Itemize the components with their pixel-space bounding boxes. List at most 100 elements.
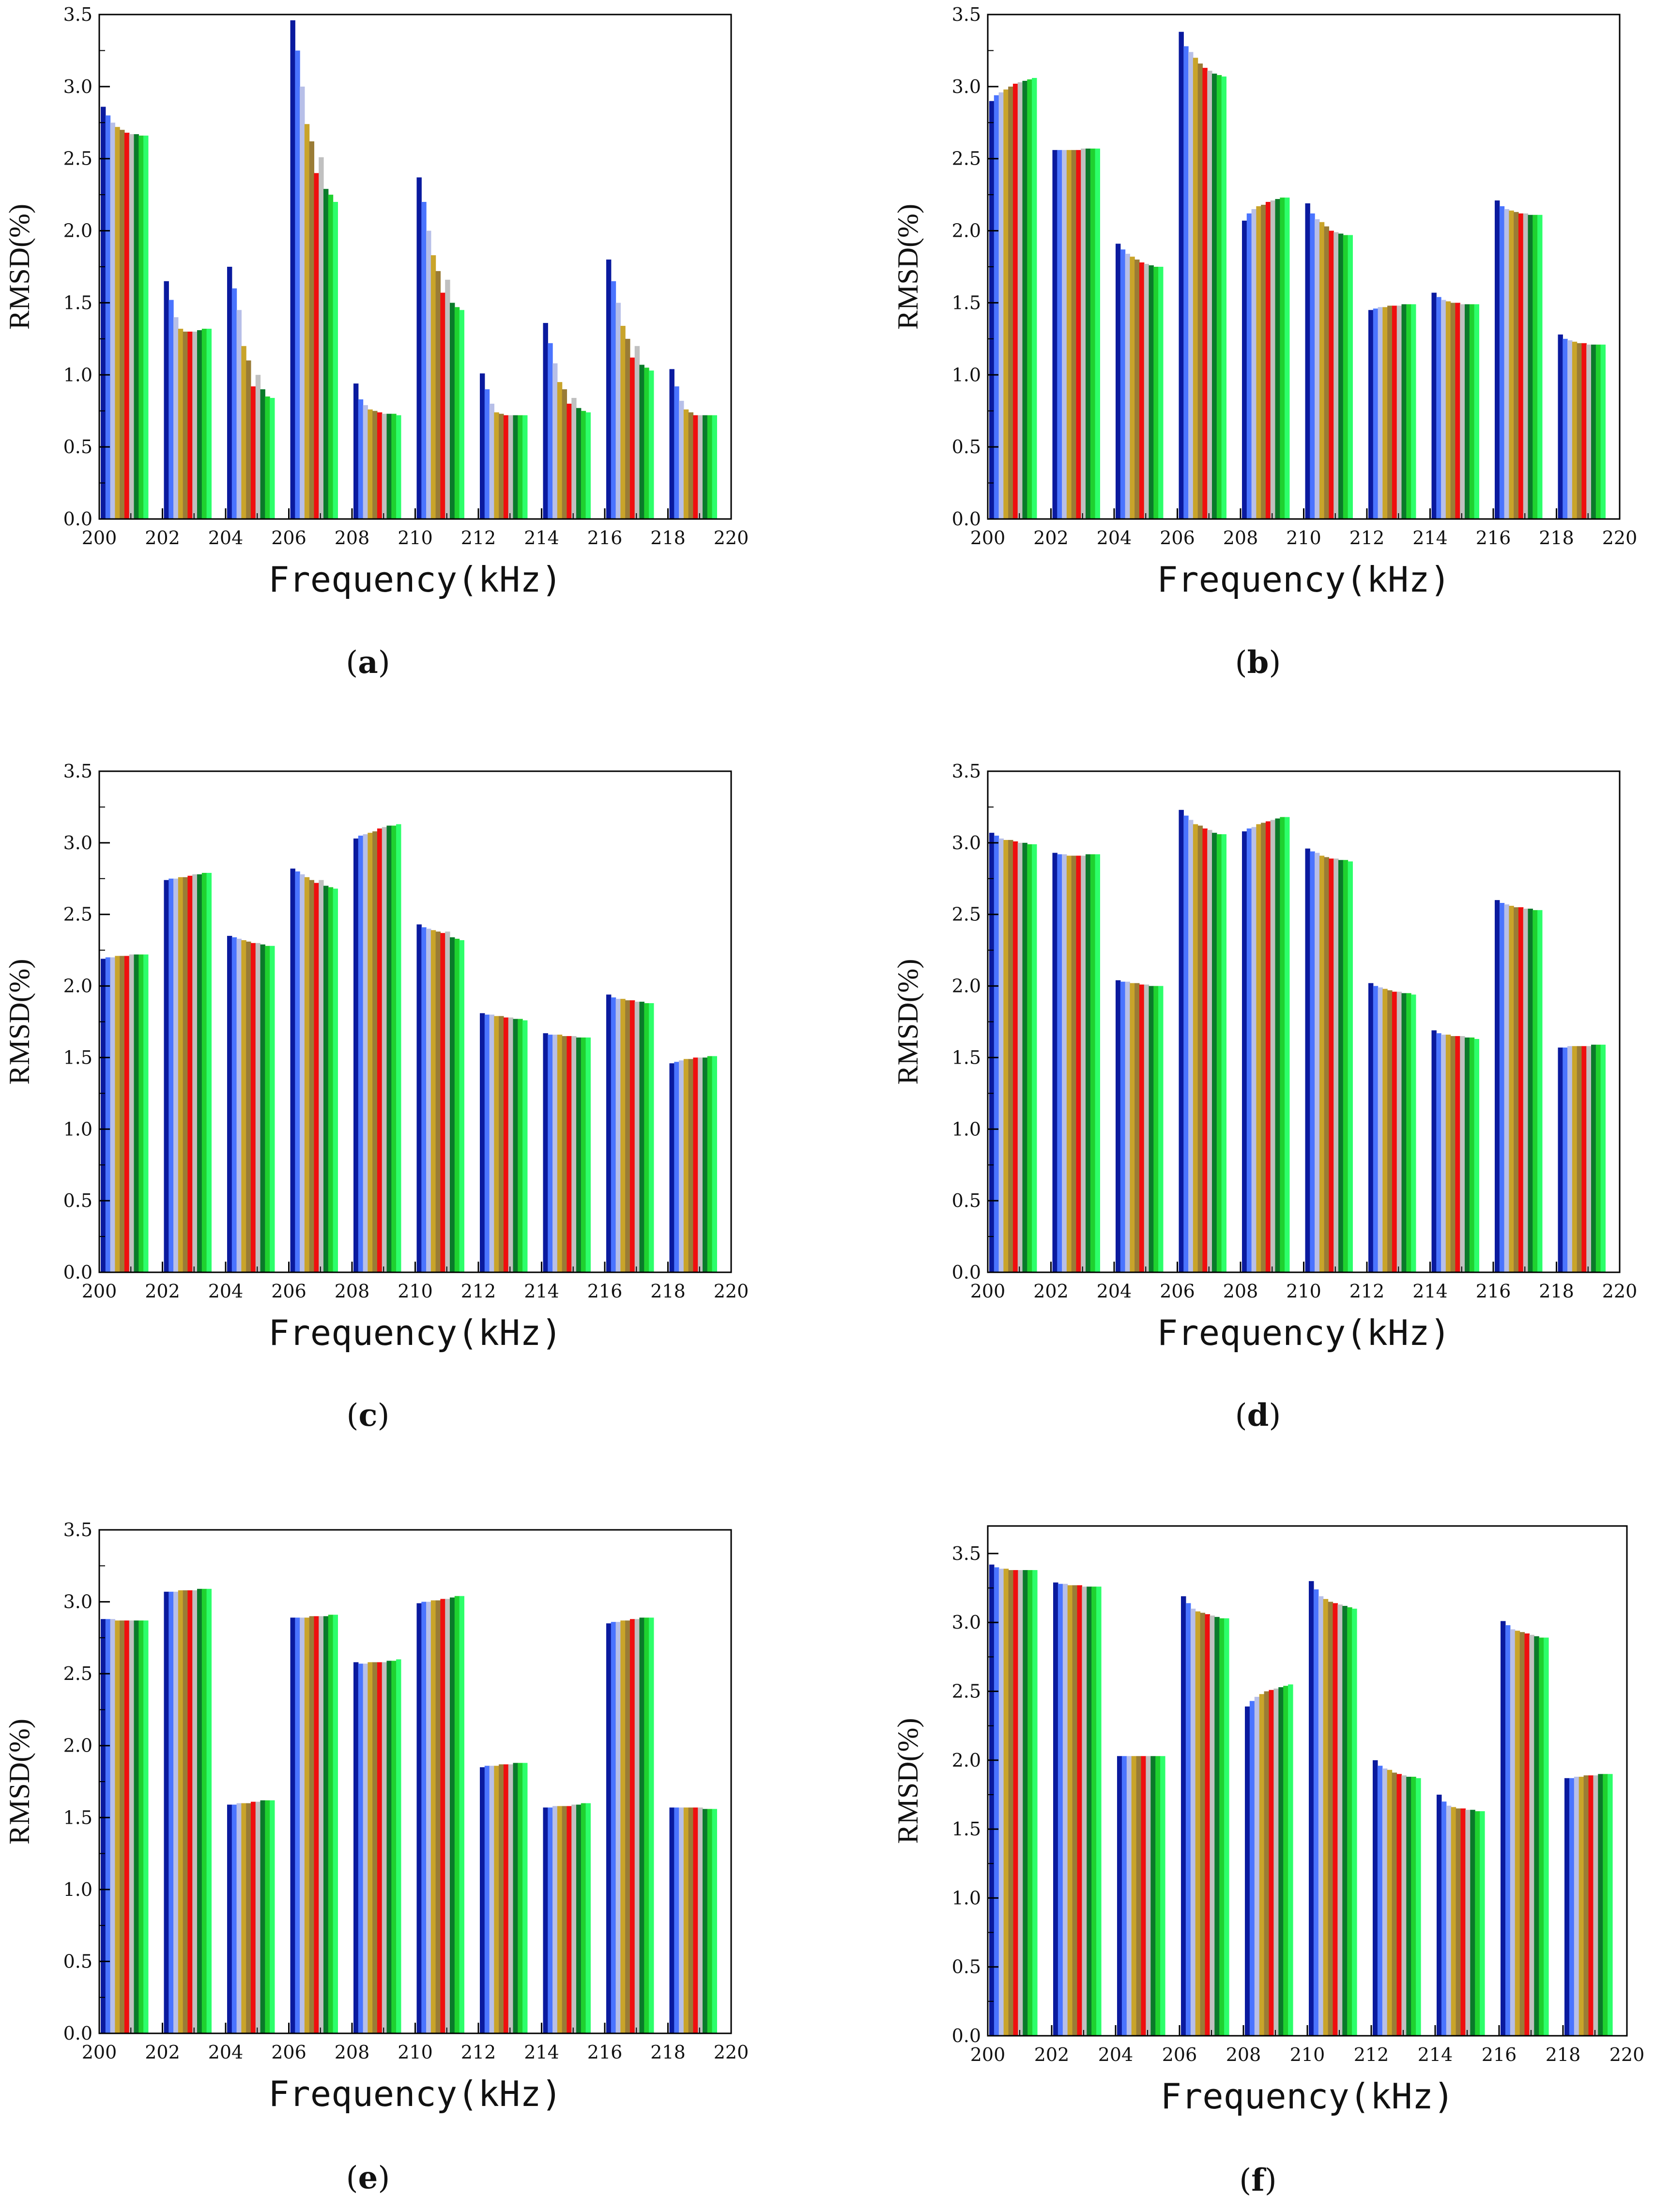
x-axis-title: Frequency(kHz) — [268, 1312, 562, 1353]
bar-a-210-s2 — [421, 202, 427, 519]
bar-a-200-s10 — [143, 136, 149, 519]
y-tick-label: 2.5 — [63, 148, 92, 169]
bar-e-218-s2 — [674, 1807, 679, 2033]
bar-b-200-s8 — [1022, 80, 1027, 519]
bar-b-206-s3 — [1188, 52, 1194, 519]
bar-a-202-s3 — [173, 317, 179, 519]
bar-d-208-s3 — [1251, 827, 1257, 1272]
bar-e-218-s3 — [679, 1807, 684, 2033]
bar-e-202-s9 — [201, 1588, 207, 2033]
x-tick-label: 210 — [1286, 1281, 1321, 1302]
bar-c-208-s9 — [391, 825, 397, 1272]
bar-e-208-s8 — [386, 1661, 392, 2033]
bar-d-202-s1 — [1052, 853, 1057, 1272]
bar-f-216-s8 — [1534, 1636, 1539, 2036]
bar-f-210-s3 — [1318, 1596, 1324, 2036]
y-tick-label: 0.5 — [952, 436, 981, 458]
bar-e-214-s1 — [543, 1807, 548, 2033]
bar-a-204-s4 — [241, 346, 246, 519]
bar-f-214-s8 — [1470, 1810, 1475, 2036]
x-tick-label: 202 — [145, 1281, 180, 1302]
bar-e-202-s10 — [206, 1588, 212, 2033]
x-tick-label: 212 — [1349, 527, 1385, 549]
chart-panel-e: 0.0 0.5 1.0 1.5 2.0 2.5 3.0 3.5 200 202 204 206 208 2… — [3, 1519, 749, 2196]
bar-d-216-s4 — [1509, 905, 1514, 1272]
bar-e-208-s5 — [372, 1662, 378, 2033]
y-tick-label: 1.0 — [952, 1887, 981, 1908]
bar-c-208-s1 — [353, 838, 359, 1272]
bar-f-208-s5 — [1264, 1691, 1270, 2036]
bar-a-200-s8 — [134, 134, 139, 519]
bar-b-204-s4 — [1130, 257, 1135, 519]
bar-b-208-s1 — [1242, 220, 1247, 519]
bar-e-202-s8 — [197, 1588, 202, 2033]
x-tick-label: 214 — [524, 1281, 559, 1302]
bar-c-214-s5 — [562, 1036, 567, 1272]
bar-d-200-s3 — [998, 838, 1004, 1272]
bar-c-202-s10 — [206, 872, 212, 1272]
x-tick-label: 212 — [1349, 1281, 1385, 1302]
bar-a-218-s1 — [669, 369, 674, 519]
bars — [101, 824, 717, 1272]
bar-e-218-s7 — [698, 1807, 703, 2033]
bar-f-214-s7 — [1465, 1810, 1471, 2036]
x-tick-label: 216 — [1476, 527, 1511, 549]
y-tick-label: 1.5 — [63, 1047, 92, 1068]
bar-f-208-s7 — [1273, 1688, 1279, 2036]
bar-d-204-s3 — [1125, 981, 1130, 1272]
bar-d-210-s5 — [1324, 857, 1330, 1272]
bar-a-210-s9 — [454, 307, 460, 519]
y-tick-label: 1.5 — [63, 1807, 92, 1828]
bar-a-218-s3 — [679, 400, 684, 519]
bar-a-204-s3 — [236, 310, 242, 519]
bar-f-206-s6 — [1205, 1614, 1210, 2036]
y-tick-label: 0.0 — [952, 508, 981, 530]
x-tick-label: 218 — [650, 527, 686, 549]
bar-a-200-s9 — [138, 136, 144, 519]
bar-f-212-s1 — [1373, 1760, 1378, 2036]
chart-panel-a: 0.0 0.5 1.0 1.5 2.0 2.5 3.0 3.5 200 202 204 206 208 2… — [3, 4, 749, 681]
bar-c-212-s10 — [522, 1020, 528, 1272]
bar-f-202-s1 — [1053, 1582, 1058, 2036]
y-tick-label: 0.0 — [952, 1262, 981, 1283]
bar-c-210-s6 — [440, 933, 445, 1272]
bar-e-200-s5 — [120, 1620, 125, 2033]
bar-b-208-s9 — [1280, 198, 1285, 519]
bar-b-218-s10 — [1600, 344, 1606, 519]
bar-c-200-s10 — [143, 954, 149, 1272]
bar-a-214-s10 — [585, 412, 591, 519]
bar-c-210-s7 — [445, 931, 450, 1272]
bar-b-202-s1 — [1052, 150, 1057, 519]
bar-c-210-s3 — [426, 929, 431, 1272]
bar-a-200-s1 — [101, 107, 106, 519]
x-tick-label: 212 — [461, 1281, 496, 1302]
x-axis-title: Frequency(kHz) — [1161, 2076, 1455, 2117]
bar-e-204-s10 — [270, 1800, 275, 2033]
bar-e-210-s7 — [445, 1599, 450, 2033]
bar-e-214-s4 — [557, 1806, 563, 2033]
bar-d-210-s1 — [1305, 848, 1310, 1272]
y-axis-title: RMSD(%) — [3, 959, 35, 1084]
panel-caption: (d) — [1235, 1397, 1281, 1434]
bars — [989, 1564, 1613, 2036]
bar-c-208-s2 — [358, 836, 364, 1272]
x-tick-label: 220 — [714, 2042, 749, 2063]
bar-e-208-s9 — [391, 1661, 397, 2033]
bar-a-204-s8 — [260, 389, 265, 519]
bar-c-216-s6 — [629, 1000, 635, 1272]
bar-e-218-s8 — [703, 1809, 708, 2033]
bar-f-202-s8 — [1087, 1587, 1092, 2036]
bar-f-214-s4 — [1451, 1807, 1456, 2036]
bar-b-200-s10 — [1032, 77, 1037, 519]
bar-c-214-s6 — [567, 1036, 572, 1272]
bar-a-218-s6 — [693, 415, 698, 519]
bar-a-206-s9 — [328, 195, 334, 519]
bar-e-206-s1 — [290, 1617, 295, 2033]
bar-d-202-s8 — [1086, 854, 1091, 1272]
bar-a-208-s4 — [368, 409, 373, 519]
bar-e-204-s6 — [250, 1801, 256, 2033]
bar-e-200-s7 — [129, 1620, 135, 2033]
bar-a-208-s9 — [391, 413, 397, 519]
x-tick-label: 200 — [82, 527, 117, 549]
bar-d-216-s8 — [1528, 908, 1533, 1272]
